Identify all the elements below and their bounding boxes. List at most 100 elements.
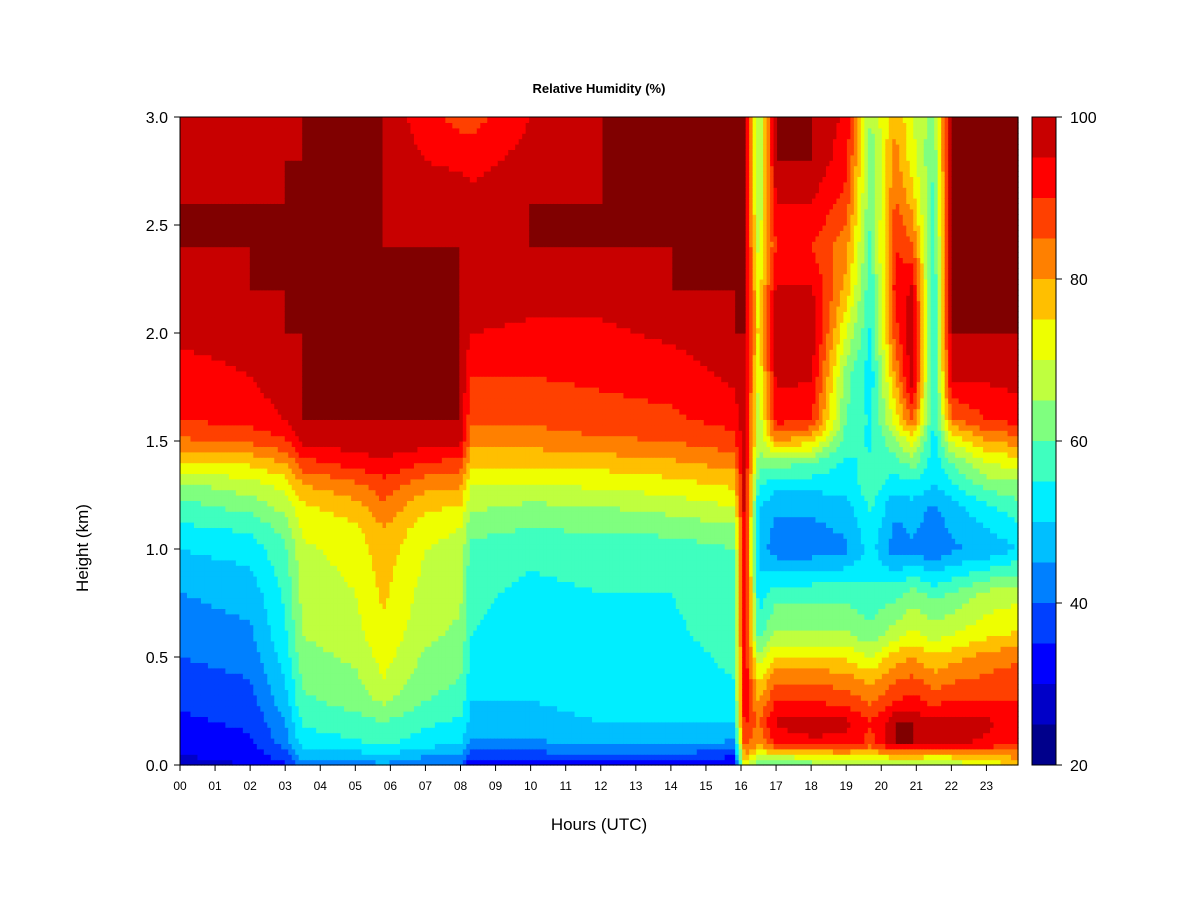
heatmap-cell	[190, 700, 195, 707]
heatmap-cell	[239, 667, 244, 674]
heatmap-cell	[319, 462, 324, 469]
heatmap-cell	[309, 689, 314, 696]
heatmap-cell	[232, 554, 237, 561]
heatmap-cell	[180, 262, 185, 269]
heatmap-cell	[267, 700, 272, 707]
heatmap-cell	[319, 694, 324, 701]
heatmap-cell	[309, 176, 314, 183]
heatmap-cell	[190, 489, 195, 496]
heatmap-cell	[295, 241, 300, 248]
heatmap-cell	[312, 721, 317, 728]
heatmap-cell	[218, 370, 223, 377]
heatmap-cell	[211, 424, 216, 431]
heatmap-cell	[190, 144, 195, 150]
heatmap-cell	[312, 516, 317, 523]
heatmap-cell	[235, 489, 240, 496]
heatmap-cell	[249, 289, 254, 296]
heatmap-cell	[214, 208, 220, 215]
heatmap-cell	[295, 160, 300, 167]
heatmap-cell	[305, 549, 310, 555]
heatmap-cell	[218, 446, 223, 453]
heatmap-cell	[253, 268, 258, 275]
heatmap-cell	[288, 673, 293, 680]
heatmap-cell	[291, 176, 296, 183]
heatmap-cell	[267, 522, 272, 528]
heatmap-cell	[246, 127, 251, 134]
heatmap-cell	[221, 387, 226, 393]
heatmap-cell	[246, 279, 251, 285]
heatmap-cell	[288, 149, 293, 156]
heatmap-cell	[197, 495, 202, 501]
heatmap-cell	[270, 549, 275, 555]
heatmap-cell	[281, 619, 286, 626]
heatmap-cell	[309, 673, 314, 680]
heatmap-cell	[232, 322, 237, 329]
heatmap-cell	[284, 484, 289, 491]
heatmap-cell	[316, 295, 321, 302]
heatmap-cell	[281, 219, 286, 226]
heatmap-cell	[309, 181, 314, 188]
heatmap-cell	[193, 435, 199, 442]
heatmap-cell	[274, 306, 279, 312]
heatmap-cell	[260, 338, 265, 345]
heatmap-cell	[284, 230, 289, 237]
heatmap-cell	[295, 684, 300, 690]
heatmap-cell	[232, 284, 237, 291]
heatmap-cell	[204, 268, 209, 275]
heatmap-cell	[214, 219, 220, 226]
heatmap-cell	[228, 198, 233, 204]
heatmap-cell	[183, 613, 188, 620]
heatmap-cell	[319, 300, 324, 307]
heatmap-cell	[242, 392, 247, 399]
heatmap-cell	[316, 532, 321, 539]
heatmap-cell	[260, 651, 265, 658]
heatmap-cell	[281, 408, 286, 415]
heatmap-cell	[284, 333, 289, 339]
heatmap-cell	[225, 608, 230, 615]
heatmap-cell	[183, 673, 188, 680]
heatmap-cell	[200, 743, 206, 750]
heatmap-cell	[197, 208, 202, 215]
heatmap-cell	[186, 149, 192, 156]
heatmap-cell	[267, 732, 272, 739]
heatmap-cell	[249, 192, 254, 199]
heatmap-cell	[312, 441, 317, 447]
heatmap-cell	[228, 165, 233, 172]
heatmap-cell	[228, 295, 233, 302]
heatmap-cell	[302, 414, 307, 420]
heatmap-cell	[288, 338, 293, 345]
heatmap-cell	[263, 187, 268, 194]
heatmap-cell	[295, 619, 300, 626]
heatmap-cell	[214, 235, 220, 242]
heatmap-cell	[211, 721, 216, 728]
heatmap-cell	[263, 349, 268, 356]
heatmap-cell	[214, 295, 220, 302]
heatmap-cell	[186, 322, 192, 329]
heatmap-cell	[323, 457, 328, 464]
heatmap-cell	[305, 273, 310, 280]
heatmap-cell	[228, 122, 233, 129]
heatmap-cell	[274, 576, 279, 582]
heatmap-cell	[291, 365, 296, 372]
heatmap-cell	[302, 673, 307, 680]
heatmap-cell	[228, 727, 233, 734]
heatmap-cell	[239, 441, 244, 447]
heatmap-cell	[200, 327, 206, 334]
heatmap-cell	[291, 694, 296, 701]
heatmap-cell	[270, 624, 275, 631]
heatmap-cell	[214, 478, 220, 485]
heatmap-cell	[323, 462, 328, 469]
heatmap-cell	[228, 678, 233, 685]
heatmap-cell	[211, 138, 216, 145]
heatmap-cell	[295, 408, 300, 415]
heatmap-cell	[291, 662, 296, 669]
heatmap-cell	[263, 754, 268, 761]
heatmap-cell	[267, 624, 272, 631]
heatmap-cell	[267, 511, 272, 518]
heatmap-cell	[211, 495, 216, 501]
heatmap-cell	[214, 738, 220, 744]
heatmap-cell	[274, 516, 279, 523]
heatmap-cell	[260, 657, 265, 663]
heatmap-cell	[228, 559, 233, 566]
heatmap-cell	[323, 570, 328, 577]
